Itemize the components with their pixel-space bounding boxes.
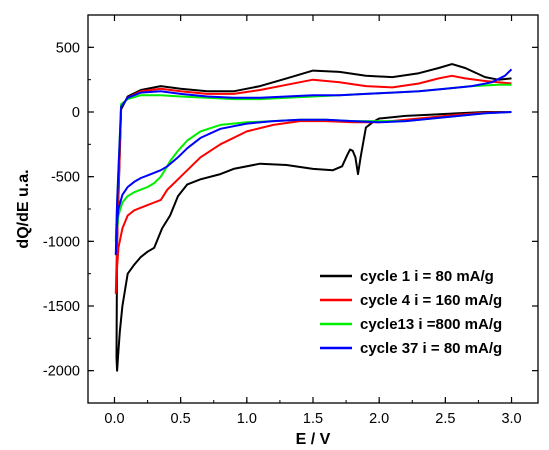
x-tick-label: 3.0 <box>501 411 521 427</box>
x-tick-label: 1.0 <box>237 411 257 427</box>
y-tick-label: 500 <box>56 40 80 56</box>
series-line-1 <box>115 63 512 372</box>
x-axis-title: E / V <box>296 431 331 448</box>
x-tick-label: 1.5 <box>303 411 323 427</box>
series-line-4 <box>114 68 513 256</box>
y-tick-label: -2000 <box>43 364 80 380</box>
x-tick-label: 0.5 <box>171 411 191 427</box>
series-line-2 <box>114 74 512 295</box>
y-tick-label: -1500 <box>43 299 80 315</box>
y-tick-label: 0 <box>72 105 80 121</box>
y-tick-label: -1000 <box>43 234 80 250</box>
legend-label-3: cycle13 i =800 mA/g <box>360 316 502 333</box>
y-axis-title: dQ/dE u.a. <box>15 169 32 248</box>
y-axis: 500 0 -500 -1000 -1500 -2000 <box>43 14 538 404</box>
legend: cycle 1 i = 80 mA/g cycle 4 i = 160 mA/g c… <box>320 268 502 357</box>
x-tick-label: 0.0 <box>104 411 124 427</box>
legend-label-4: cycle 37 i = 80 mA/g <box>360 340 502 357</box>
y-tick-label: -500 <box>51 170 80 186</box>
x-tick-label: 2.0 <box>369 411 389 427</box>
x-tick-label: 2.5 <box>435 411 455 427</box>
x-axis: 0.0 0.5 1.0 1.5 2.0 2.5 3.0 <box>104 15 522 427</box>
series-group <box>114 63 513 372</box>
legend-label-1: cycle 1 i = 80 mA/g <box>360 268 494 285</box>
series-line-3 <box>114 83 512 243</box>
legend-label-2: cycle 4 i = 160 mA/g <box>360 292 502 309</box>
